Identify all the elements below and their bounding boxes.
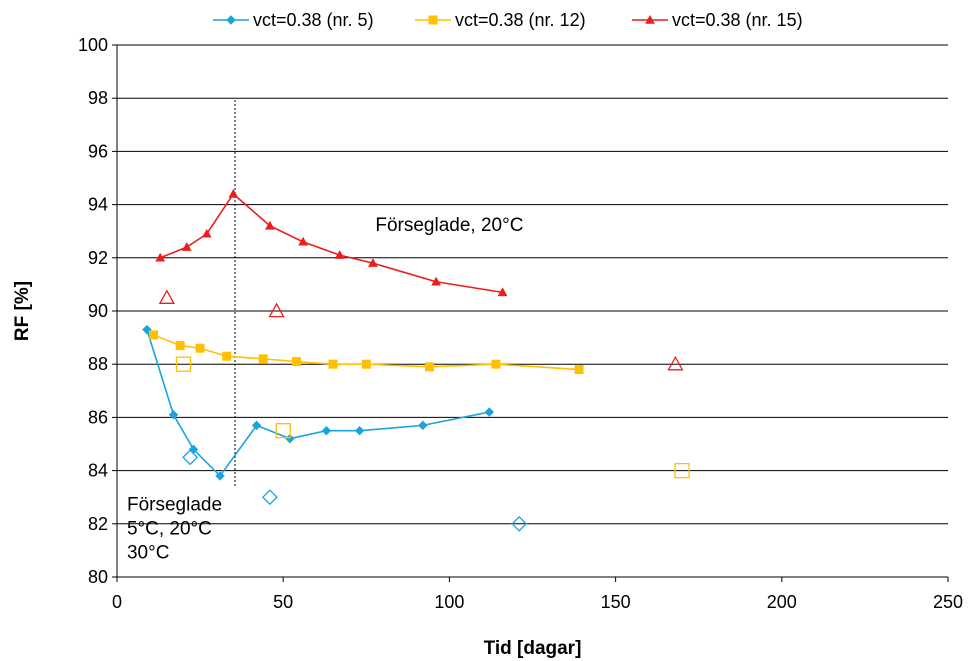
open-marker [268,302,285,318]
data-point [251,420,262,431]
series-layer [142,188,584,481]
data-point [484,407,494,417]
y-tick-label: 90 [88,301,108,321]
open-marker [158,289,175,304]
open-markers-layer [158,289,690,532]
annotation-text: 5°C, 20°C [127,519,212,540]
data-point [334,250,345,259]
y-tick-label: 84 [88,461,108,481]
legend-label-1: vct=0.38 (nr. 5) [253,10,374,30]
x-tick-label: 200 [767,592,797,612]
legend: vct=0.38 (nr. 5) vct=0.38 (nr. 12) vct=0.3… [213,10,803,30]
data-point [424,362,434,372]
data-point [149,330,159,340]
legend-marker-2 [428,15,438,25]
open-marker [175,356,192,372]
x-tick-label: 150 [601,592,631,612]
x-tick-label: 250 [933,592,963,612]
y-tick-label: 96 [88,141,108,161]
y-tick-label: 86 [88,407,108,427]
annotations: Förseglade, 20°C Förseglade 5°C, 20°C 30°C [127,215,523,563]
data-point [418,420,428,431]
data-point [175,341,185,351]
series-line-1 [146,329,490,478]
y-tick-label: 82 [88,514,108,534]
data-point [265,220,275,230]
x-axis-title: Tid [dagar] [484,638,582,659]
x-tick-label: 0 [112,592,122,612]
y-tick-label: 88 [88,354,108,374]
y-tick-label: 98 [88,88,108,108]
data-point [155,252,166,262]
y-tick-label: 80 [88,567,108,587]
data-point [222,351,232,361]
data-point [574,365,584,375]
legend-label-2: vct=0.38 (nr. 12) [455,10,586,30]
open-marker [674,462,690,479]
annotation-text: Förseglade, 20°C [375,215,523,236]
data-point [215,471,225,481]
axes: 80 82 84 86 88 90 92 94 96 98 100 0 50 100 150 200 250 [78,35,963,612]
data-point [497,287,508,297]
data-point [142,324,152,335]
x-tick-label: 50 [273,592,293,612]
open-marker [511,515,528,532]
data-point [368,258,378,267]
y-tick-label: 94 [88,195,108,215]
data-point [201,228,212,238]
series-line-3 [159,192,503,294]
data-point [298,236,308,246]
annotation-text: 30°C [127,543,169,564]
open-marker [182,449,199,466]
data-point [291,357,301,367]
y-tick-label: 100 [78,35,108,55]
data-point [361,359,371,369]
open-marker [667,355,684,371]
data-point [491,359,501,369]
gridlines [117,44,948,578]
open-marker [261,489,278,506]
y-axis-title: RF [%] [12,281,33,341]
open-marker [275,423,291,439]
data-point [354,425,365,436]
legend-marker-1 [226,15,236,25]
data-point [168,410,179,420]
legend-label-3: vct=0.38 (nr. 15) [672,10,803,30]
data-point [195,343,205,353]
annotation-text: Förseglade [127,495,222,516]
data-point [431,276,441,286]
data-point [328,359,338,369]
data-point [321,425,332,436]
data-point [258,354,268,364]
data-point [228,188,239,198]
y-tick-label: 92 [88,248,108,268]
data-point [181,242,192,251]
legend-marker-3 [645,14,655,24]
x-tick-label: 100 [434,592,464,612]
